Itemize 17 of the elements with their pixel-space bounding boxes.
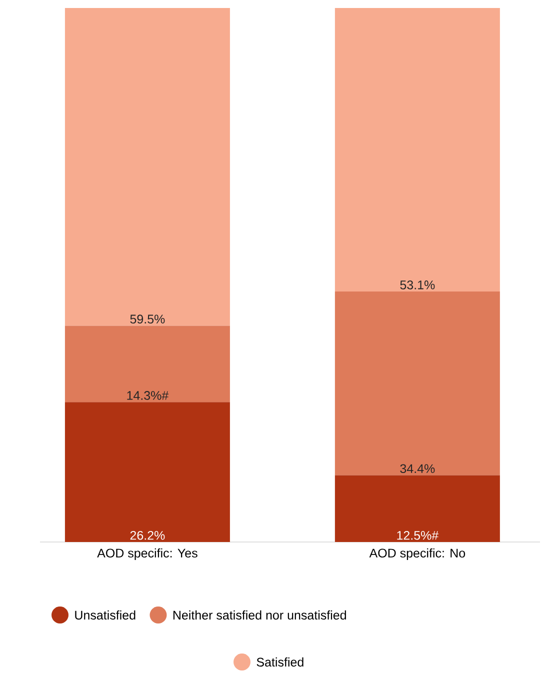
bar [334, 292, 500, 476]
data-label: 12.5%# [397, 530, 439, 540]
legend-label: Neither satisfied nor unsatisfied [173, 610, 346, 620]
bar [64, 326, 230, 402]
bar [334, 8, 500, 292]
bar [64, 402, 230, 542]
x-tick-label: AOD specific: No [369, 548, 466, 560]
bar [64, 8, 230, 326]
x-tick-label: AOD specific: Yes [97, 548, 198, 560]
data-label: 53.1% [400, 280, 435, 290]
legend-label: Satisfied [256, 657, 304, 667]
data-label: 34.4% [400, 464, 435, 474]
data-label: 14.3%# [127, 391, 169, 400]
data-label: 26.2% [130, 530, 165, 540]
legend-label: Unsatisfied [75, 610, 136, 620]
data-label: 59.5% [130, 314, 165, 324]
bar [334, 475, 500, 542]
